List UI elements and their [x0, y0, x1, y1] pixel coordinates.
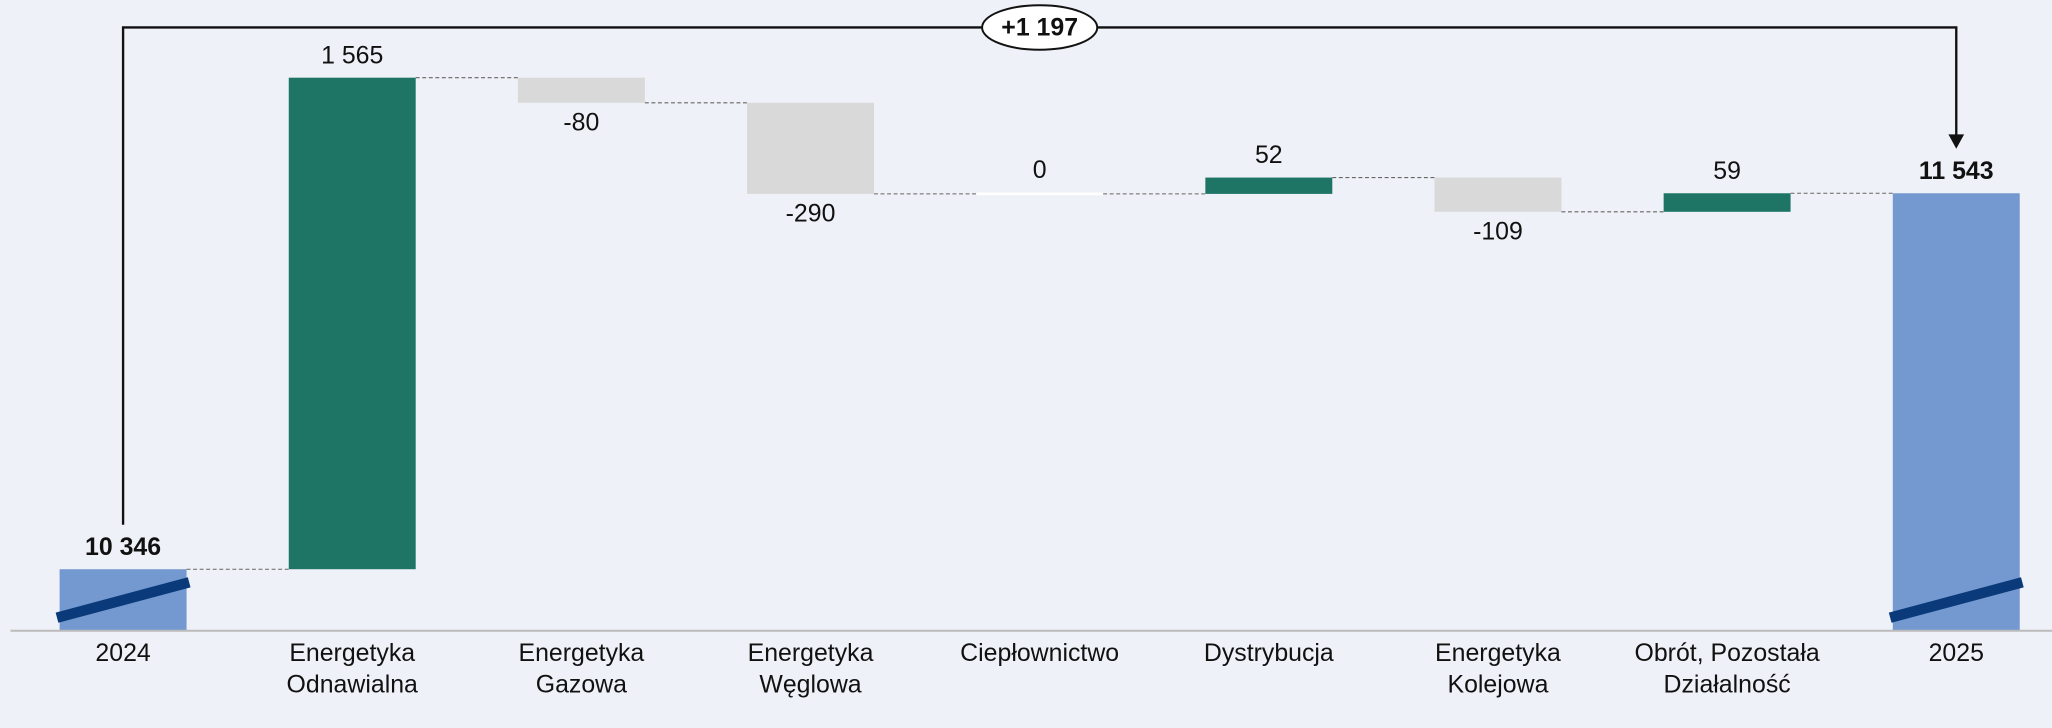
value-label: 59 — [1713, 157, 1741, 185]
axis-break — [1888, 577, 2024, 623]
axis-break — [55, 577, 191, 623]
x-tick-label: Energetyka Gazowa — [518, 639, 645, 699]
x-tick-label: 2024 — [95, 639, 151, 668]
annotation-bubble — [981, 4, 1099, 51]
value-label: 10 346 — [85, 533, 161, 561]
bar — [1434, 177, 1562, 212]
bar — [1663, 193, 1791, 212]
x-tick-label: Ciepłownictwo — [960, 639, 1120, 668]
value-label: -290 — [786, 199, 836, 227]
bar — [517, 77, 645, 103]
bar — [288, 77, 416, 570]
value-label: 0 — [1033, 156, 1047, 184]
bar — [976, 192, 1104, 196]
x-tick-label: Dystrybucja — [1203, 639, 1334, 668]
x-tick-label: Energetyka Kolejowa — [1435, 639, 1561, 699]
bar — [1205, 177, 1333, 194]
value-label: -80 — [563, 108, 599, 136]
value-label: 52 — [1255, 141, 1283, 169]
value-label: 1 565 — [321, 41, 383, 69]
x-tick-label: Energetyka Odnawialna — [286, 639, 418, 699]
value-label: 11 543 — [1919, 157, 1994, 185]
annotation-arrow — [1948, 134, 1965, 149]
x-tick-label: Energetyka Węglowa — [747, 639, 874, 699]
bar — [1892, 193, 2020, 631]
bar — [747, 102, 874, 194]
value-label: -109 — [1473, 217, 1523, 245]
annotation-label: +1 197 — [1001, 13, 1078, 41]
x-tick-label: Obrót, Pozostała Działalność — [1634, 639, 1820, 699]
x-tick-label: 2025 — [1928, 639, 1984, 668]
